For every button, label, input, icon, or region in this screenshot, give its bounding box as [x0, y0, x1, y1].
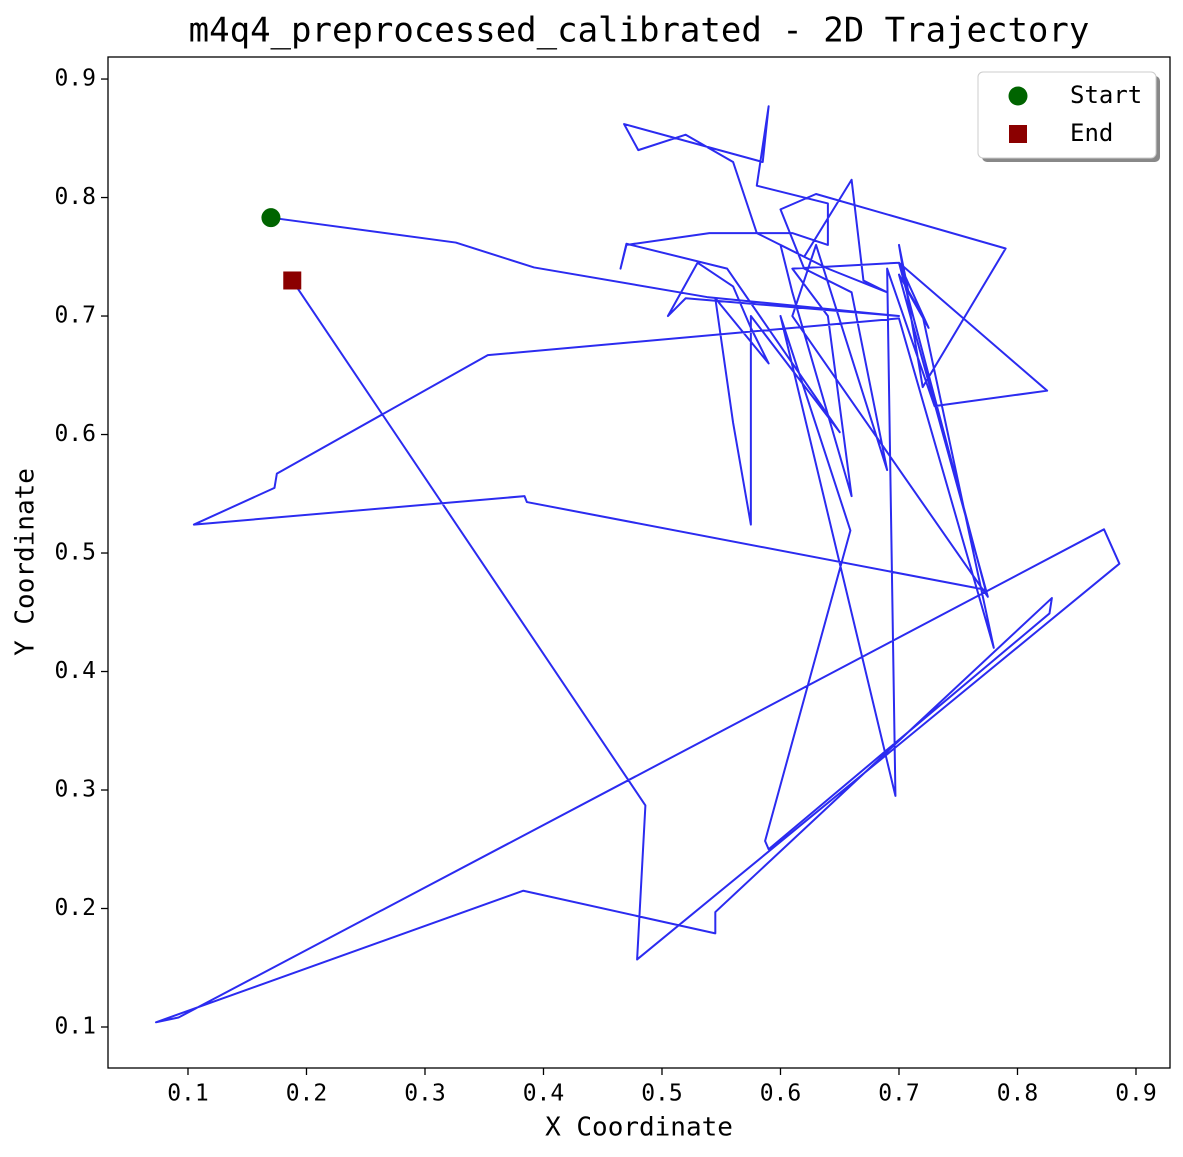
- x-tick-label: 0.2: [286, 1081, 328, 1107]
- start-marker: [261, 208, 281, 228]
- y-tick-label: 0.3: [54, 777, 96, 803]
- trajectory-line: [154, 105, 1121, 1024]
- y-tick-label: 0.4: [54, 658, 96, 684]
- plot-area: 0.1 0.2 0.3 0.4 0.5 0.6 0.7 0.8 0.9 0.1 0.2 0.3 0.4 0…: [54, 66, 1156, 1107]
- y-tick-label: 0.5: [54, 540, 96, 566]
- legend: Start End: [977, 71, 1157, 159]
- x-tick-label: 0.4: [523, 1081, 565, 1107]
- y-tick-label: 0.2: [54, 895, 96, 921]
- chart-title: m4q4_preprocessed_calibrated - 2D Trajec…: [189, 11, 1090, 51]
- y-tick-label: 0.9: [54, 66, 96, 92]
- end-marker: [1009, 125, 1027, 143]
- x-tick-label: 0.9: [1115, 1081, 1157, 1107]
- y-tick-label: 0.6: [54, 421, 96, 447]
- x-tick-label: 0.3: [404, 1081, 446, 1107]
- x-tick-label: 0.7: [878, 1081, 920, 1107]
- y-tick-label: 0.8: [54, 184, 96, 210]
- legend-label: End: [1070, 119, 1113, 147]
- axes-frame: [107, 56, 1171, 1069]
- legend-label: Start: [1070, 81, 1142, 109]
- x-tick-label: 0.1: [167, 1081, 209, 1107]
- y-axis-label: Y Coordinate: [11, 468, 41, 656]
- x-axis-label: X Coordinate: [545, 1113, 733, 1143]
- x-tick-label: 0.5: [641, 1081, 683, 1107]
- y-tick-label: 0.1: [54, 1014, 96, 1040]
- start-marker: [1008, 86, 1028, 106]
- x-tick-label: 0.6: [760, 1081, 802, 1107]
- end-marker: [283, 271, 302, 290]
- y-tick-label: 0.7: [54, 303, 96, 329]
- x-tick-label: 0.8: [997, 1081, 1039, 1107]
